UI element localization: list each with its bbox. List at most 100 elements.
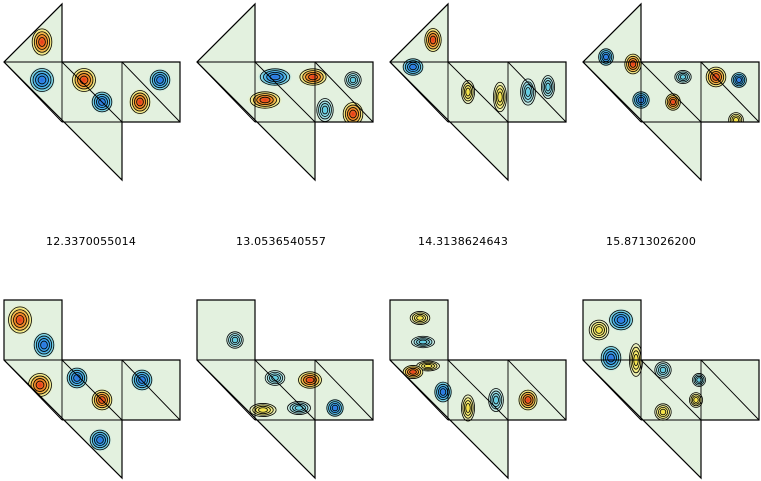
contour-line — [134, 95, 146, 109]
contour-line — [151, 71, 169, 89]
domain-outline — [389, 299, 567, 480]
eigenmode-panel — [3, 2, 181, 182]
mesh-edge — [700, 61, 760, 123]
eigenmode-panel — [389, 2, 567, 182]
contour-line — [659, 366, 667, 374]
contour-line — [595, 326, 603, 334]
contour-line — [31, 28, 53, 56]
mesh-edge — [314, 61, 374, 123]
contour-line — [525, 87, 531, 97]
mode-lobe — [297, 67, 329, 87]
mode-lobe — [65, 366, 89, 390]
mesh-edge — [507, 359, 567, 421]
contour-line — [463, 400, 473, 416]
contour-line — [628, 58, 639, 70]
contour-line — [15, 315, 25, 325]
mode-lobe — [730, 71, 748, 89]
contour-line — [710, 71, 722, 83]
contour-line — [259, 96, 271, 104]
contour-line — [409, 311, 431, 325]
contour-line — [402, 365, 424, 379]
contour-line — [462, 82, 474, 102]
contour-line — [259, 68, 291, 86]
contour-line — [129, 90, 151, 114]
contour-line — [658, 407, 669, 418]
mode-lobe — [587, 318, 611, 342]
contour-line — [349, 109, 357, 119]
contour-line — [409, 63, 417, 71]
contour-line — [347, 107, 359, 121]
contour-line — [72, 68, 96, 92]
contour-line — [318, 100, 332, 120]
contour-line — [461, 80, 475, 104]
mode-lobe — [315, 96, 335, 124]
contour-line — [693, 374, 705, 386]
contour-line — [658, 365, 669, 376]
contour-line — [231, 336, 239, 344]
contour-line — [91, 91, 113, 113]
contour-line — [666, 95, 680, 109]
contour-line — [298, 371, 322, 389]
contour-line — [404, 366, 422, 378]
mode-lobe — [408, 310, 432, 326]
contour-line — [629, 60, 637, 68]
contour-line — [588, 319, 610, 341]
contour-line — [266, 371, 284, 385]
contour-line — [465, 403, 471, 413]
eigenvalue-label: 13.0536540557 — [236, 235, 327, 248]
contour-line — [226, 331, 244, 349]
contour-line — [263, 70, 287, 84]
contour-line — [40, 340, 48, 350]
contour-line — [694, 375, 704, 385]
contour-line — [659, 408, 667, 416]
mode-lobe — [487, 386, 505, 414]
contour-line — [543, 80, 553, 94]
contour-line — [542, 77, 554, 97]
contour-line — [302, 70, 324, 84]
contour-line — [252, 404, 274, 416]
contour-line — [13, 312, 27, 328]
contour-line — [89, 429, 111, 451]
contour-line — [126, 133, 138, 147]
contour-line — [656, 363, 670, 377]
mode-lobe — [148, 68, 172, 92]
domain-outline — [582, 2, 760, 182]
contour-line — [37, 75, 47, 85]
contour-line — [692, 373, 706, 387]
mode-lobe — [599, 344, 623, 372]
mode-lobe — [32, 331, 56, 359]
contour-line — [521, 81, 535, 103]
mesh-edge — [700, 359, 760, 421]
contour-line — [614, 314, 628, 326]
contour-line — [269, 373, 281, 383]
mesh-edge — [447, 359, 509, 421]
contour-line — [131, 92, 149, 112]
contour-line — [670, 98, 676, 106]
contour-line — [249, 403, 277, 417]
contour-line — [33, 333, 55, 357]
contour-line — [407, 367, 419, 377]
mesh-edge — [314, 359, 374, 421]
contour-line — [121, 128, 143, 152]
contour-line — [489, 390, 503, 410]
contour-line — [691, 395, 701, 405]
mesh-edge — [640, 359, 702, 421]
domain-outline — [3, 299, 181, 480]
contour-line — [731, 72, 747, 88]
contour-line — [656, 405, 670, 419]
contour-line — [626, 55, 640, 73]
contour-line — [426, 30, 440, 50]
contour-line — [602, 348, 620, 368]
mode-lobe — [460, 78, 476, 106]
contour-line — [71, 372, 83, 384]
contour-line — [416, 315, 424, 321]
contour-line — [299, 68, 327, 86]
contour-line — [434, 381, 452, 403]
contour-line — [98, 98, 106, 106]
contour-line — [611, 311, 631, 329]
contour-line — [249, 91, 281, 109]
domain-outline — [196, 299, 374, 480]
domain-outline — [389, 2, 567, 182]
contour-line — [287, 401, 311, 415]
contour-line — [413, 337, 433, 347]
